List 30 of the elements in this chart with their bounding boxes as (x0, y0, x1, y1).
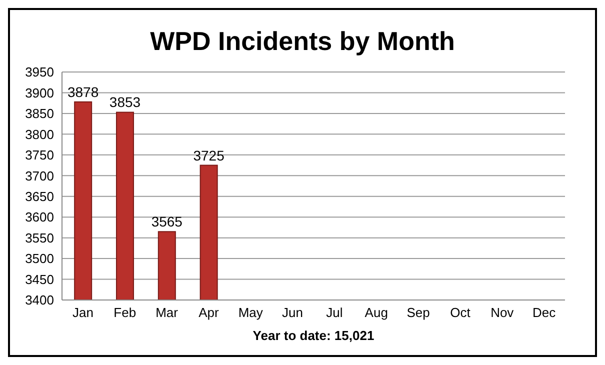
x-tick-label: May (238, 305, 264, 320)
x-axis-title: Year to date: 15,021 (252, 328, 374, 343)
y-tick-label: 3500 (25, 251, 54, 266)
y-tick-label: 3450 (25, 272, 54, 287)
y-tick-label: 3650 (25, 188, 54, 204)
y-tick-label: 3800 (25, 126, 54, 142)
data-label: 3853 (109, 94, 141, 110)
y-tick-label: 3600 (25, 210, 54, 225)
y-tick-label: 3700 (25, 168, 54, 184)
x-tick-label: Feb (114, 305, 136, 320)
x-tick-label: Jun (282, 305, 304, 320)
y-tick-label: 3900 (25, 85, 54, 100)
data-label: 3878 (67, 84, 99, 100)
data-label: 3565 (151, 214, 183, 230)
x-tick-label: Oct (450, 305, 471, 320)
data-label: 3725 (193, 147, 225, 164)
y-tick-label: 3400 (25, 292, 54, 308)
chart-title: WPD Incidents by Month (149, 26, 456, 57)
x-tick-label: Nov (490, 305, 514, 320)
y-tick-label: 3550 (25, 230, 54, 246)
x-tick-label: Jan (72, 305, 94, 320)
x-tick-label: Apr (198, 305, 220, 320)
x-tick-label: Sep (406, 305, 430, 320)
y-tick-label: 3850 (25, 106, 54, 122)
y-tick-label: 3750 (25, 148, 54, 163)
x-tick-label: Aug (364, 305, 388, 320)
x-tick-label: Dec (532, 305, 556, 320)
x-tick-label: Jul (326, 305, 343, 320)
y-tick-label: 3950 (25, 64, 54, 80)
x-tick-label: Mar (156, 305, 179, 320)
